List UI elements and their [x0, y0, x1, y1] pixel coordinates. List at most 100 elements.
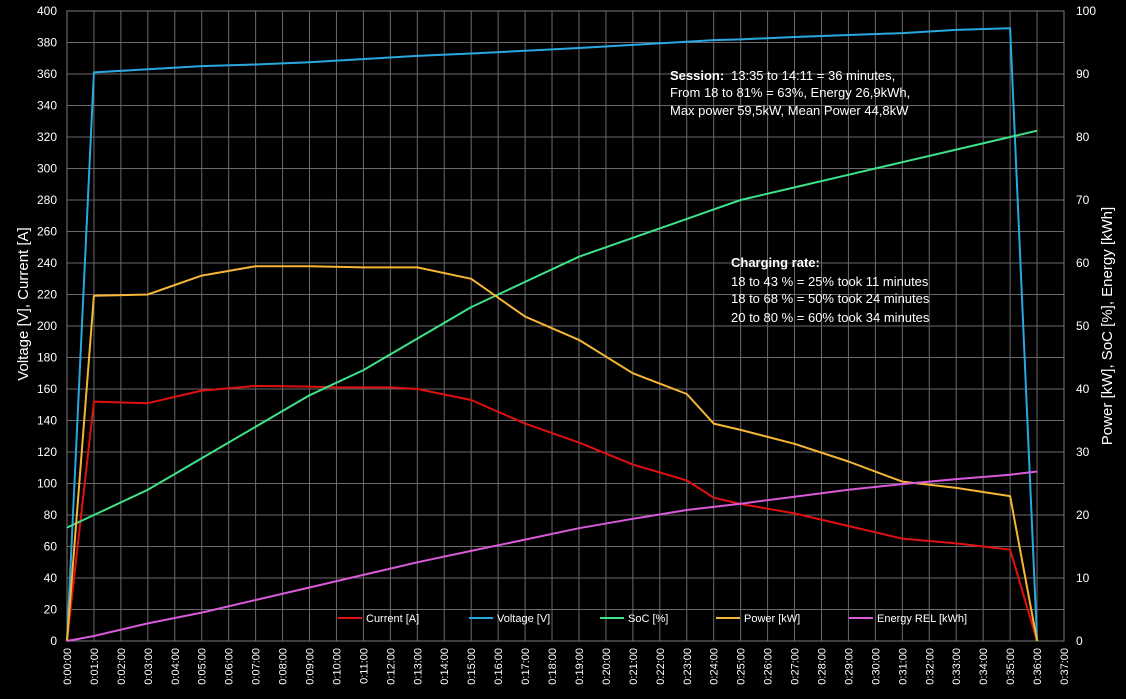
session-heading: Session: [670, 68, 724, 83]
legend: Current [A] Voltage [V] SoC [%] Power [kW] E… [338, 613, 967, 625]
x-tick-label: 0:26:00 [763, 648, 775, 685]
x-tick-label: 0:16:00 [493, 648, 505, 685]
x-tick-label: 0:10:00 [331, 648, 343, 685]
series-line-soc [66, 129, 1038, 529]
x-tick-label: 0:32:00 [924, 648, 936, 685]
x-tick-label: 0:27:00 [790, 648, 802, 685]
y-left-tick-label: 140 [37, 414, 57, 428]
x-tick-label: 0:19:00 [574, 648, 586, 685]
x-tick-label: 0:36:00 [1032, 648, 1044, 685]
x-tick-label: 0:12:00 [385, 648, 397, 685]
y-left-tick-label: 400 [37, 4, 57, 18]
x-tick-label: 0:11:00 [358, 648, 370, 684]
x-tick-label: 0:14:00 [439, 648, 451, 685]
y-left-tick-label: 220 [37, 288, 57, 302]
y-right-tick-label: 70 [1076, 193, 1090, 207]
charging-rate-line2: 18 to 68 % = 50% took 24 minutes [731, 291, 930, 306]
x-tick-label: 0:31:00 [897, 648, 909, 685]
y-left-tick-label: 60 [44, 540, 58, 554]
series-line-voltage-v [66, 27, 1039, 642]
y-left-axis-label: Voltage [V], Current [A] [15, 227, 32, 380]
y-left-tick-label: 360 [37, 67, 57, 81]
y-left-tick-label: 120 [37, 445, 57, 459]
legend-label-voltage-v: Voltage [V] [497, 613, 550, 625]
x-tick-label: 0:00:00 [62, 648, 74, 685]
x-tick-label: 0:17:00 [520, 648, 532, 685]
y-left-tick-label: 320 [37, 130, 57, 144]
y-left-tick-label: 280 [37, 193, 57, 207]
y-left-tick-label: 40 [44, 571, 58, 585]
y-left-tick-label: 180 [37, 351, 57, 365]
legend-label-energy-rel-kwh: Energy REL [kWh] [877, 613, 967, 625]
y-right-tick-labels: 0 10 20 30 40 50 60 70 80 90 100 [1076, 4, 1096, 648]
session-line1: 13:35 to 14:11 = 36 minutes, [731, 68, 895, 83]
series-line-power-kw [66, 265, 1039, 642]
y-right-tick-label: 40 [1076, 382, 1090, 396]
x-tick-label: 0:30:00 [870, 648, 882, 685]
series-lines [66, 27, 1039, 642]
x-tick-label: 0:01:00 [89, 648, 101, 685]
legend-label-soc: SoC [%] [628, 613, 668, 625]
x-tick-label: 0:05:00 [197, 648, 209, 685]
x-tick-label: 0:25:00 [736, 648, 748, 685]
y-right-tick-label: 80 [1076, 130, 1090, 144]
x-tick-label: 0:34:00 [978, 648, 990, 685]
y-left-tick-label: 200 [37, 319, 57, 333]
y-left-tick-label: 100 [37, 477, 57, 491]
x-tick-label: 0:08:00 [278, 648, 290, 685]
y-right-tick-label: 60 [1076, 256, 1090, 270]
charging-rate-line3: 20 to 80 % = 60% took 34 minutes [731, 310, 930, 325]
x-tick-label: 0:18:00 [547, 648, 559, 685]
y-left-tick-labels: 0 20 40 60 80 100 120 140 160 180 200 220 240 260 280 3… [37, 4, 57, 648]
x-tick-label: 0:06:00 [224, 648, 236, 685]
y-left-tick-label: 160 [37, 382, 57, 396]
x-tick-label: 0:20:00 [601, 648, 613, 685]
y-right-tick-label: 50 [1076, 319, 1090, 333]
x-tick-label: 0:13:00 [412, 648, 424, 685]
plot-area-border [66, 10, 1065, 642]
y-right-tick-label: 10 [1076, 571, 1090, 585]
x-tick-label: 0:15:00 [466, 648, 478, 685]
charging-rate-heading: Charging rate: [731, 255, 820, 270]
x-tick-label: 0:21:00 [628, 648, 640, 685]
y-left-tick-label: 80 [44, 508, 58, 522]
y-left-tick-label: 240 [37, 256, 57, 270]
y-right-tick-label: 100 [1076, 4, 1096, 18]
y-right-tick-label: 90 [1076, 67, 1090, 81]
x-tick-label: 0:03:00 [143, 648, 155, 685]
y-left-tick-label: 380 [37, 36, 57, 50]
x-tick-labels: 0:00:00 0:01:00 0:02:00 0:03:00 0:04:00 0:05:… [62, 648, 1071, 685]
x-tick-label: 0:23:00 [682, 648, 694, 685]
legend-label-power-kw: Power [kW] [744, 613, 800, 625]
y-right-tick-label: 30 [1076, 445, 1090, 459]
y-right-axis-label: Power [kW], SoC [%], Energy [kWh] [1099, 207, 1116, 445]
x-tick-label: 0:07:00 [251, 648, 263, 685]
session-annotation: Session: 13:35 to 14:11 = 36 minutes, Fr… [670, 68, 910, 118]
y-left-tick-label: 20 [44, 603, 58, 617]
series-line-energy-rel-kwh [66, 470, 1038, 642]
y-right-tick-label: 20 [1076, 508, 1090, 522]
x-tick-label: 0:29:00 [843, 648, 855, 685]
x-tick-label: 0:09:00 [305, 648, 317, 685]
x-tick-label: 0:24:00 [709, 648, 721, 685]
x-tick-label: 0:33:00 [951, 648, 963, 685]
grid [66, 10, 1065, 642]
y-right-tick-label: 0 [1076, 634, 1083, 648]
y-left-tick-label: 0 [50, 634, 57, 648]
x-tick-label: 0:37:00 [1059, 648, 1071, 685]
y-left-tick-label: 340 [37, 99, 57, 113]
charging-rate-annotation: Charging rate: 18 to 43 % = 25% took 11 … [731, 255, 930, 325]
charging-rate-line1: 18 to 43 % = 25% took 11 minutes [731, 274, 929, 289]
y-left-tick-label: 300 [37, 162, 57, 176]
y-left-tick-label: 260 [37, 225, 57, 239]
x-tick-label: 0:22:00 [655, 648, 667, 685]
x-tick-label: 0:02:00 [116, 648, 128, 685]
x-tick-label: 0:35:00 [1005, 648, 1017, 685]
series-line-current-a [66, 384, 1039, 642]
session-line3: Max power 59,5kW, Mean Power 44,8kW [670, 103, 909, 118]
x-tick-label: 0:28:00 [816, 648, 828, 685]
session-line2: From 18 to 81% = 63%, Energy 26,9kWh, [670, 85, 910, 100]
legend-label-current-a: Current [A] [366, 613, 419, 625]
